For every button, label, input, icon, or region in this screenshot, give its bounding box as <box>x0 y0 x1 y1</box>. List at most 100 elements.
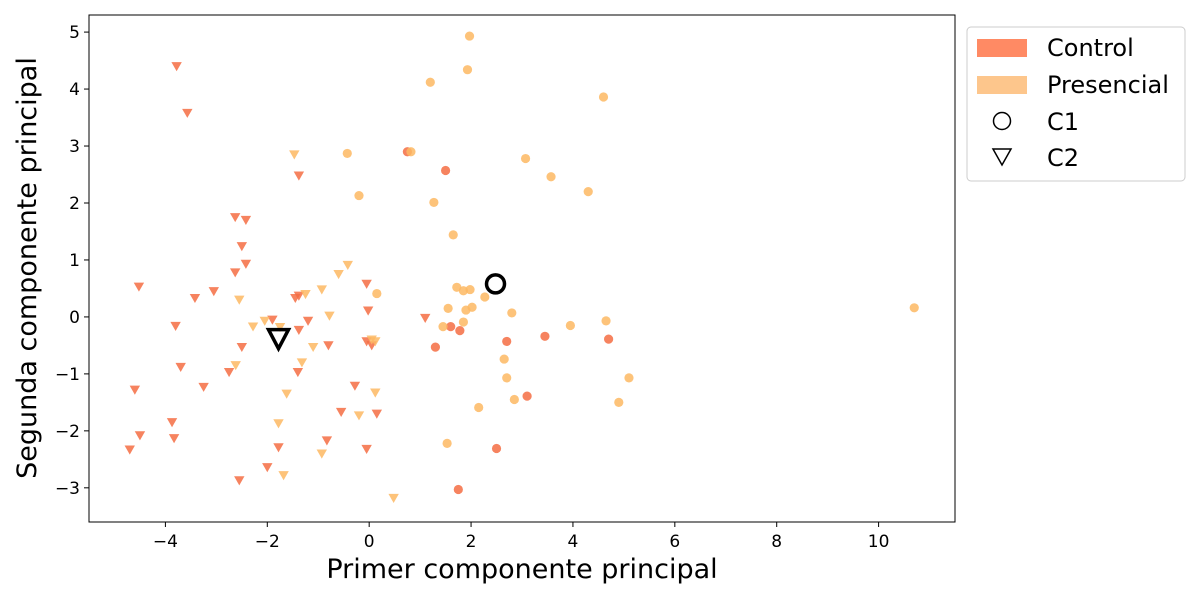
data-point-control-c2-6 <box>240 259 252 269</box>
y-axis-ticks: −3 −2 −1 0 1 2 3 4 5 <box>55 23 89 499</box>
x-tick-label: 2 <box>466 532 477 552</box>
data-point-presencial-c1-0 <box>464 31 475 41</box>
data-point-control-c2-13 <box>170 321 181 331</box>
x-tick-label: 6 <box>669 532 680 552</box>
data-point-control-c2-28 <box>129 385 141 395</box>
data-point-presencial-c2-7 <box>247 322 259 332</box>
data-point-control-c2-30 <box>335 407 347 417</box>
data-point-presencial-c1-2 <box>425 77 435 87</box>
data-point-presencial-c2-6 <box>324 311 335 321</box>
data-point-presencial-c1-10 <box>429 197 439 208</box>
data-point-control-c2-23 <box>236 342 248 353</box>
data-point-presencial-c1-30 <box>474 402 484 413</box>
legend-marker-c1 <box>992 111 1012 131</box>
data-point-control-c2-22 <box>323 341 334 351</box>
data-point-presencial-c1-22 <box>565 320 575 331</box>
data-point-control-c1-2 <box>446 322 456 332</box>
data-point-control-c2-36 <box>321 436 333 446</box>
data-point-control-c2-2 <box>293 171 305 181</box>
data-point-control-c2-14 <box>293 325 305 335</box>
data-point-presencial-c1-4 <box>406 147 416 157</box>
data-point-control-c2-39 <box>262 463 273 473</box>
data-point-control-c1-1 <box>440 165 451 176</box>
data-point-presencial-c1-21 <box>438 322 448 332</box>
data-point-control-c2-38 <box>124 445 135 455</box>
data-point-presencial-c1-15 <box>480 292 490 302</box>
data-point-control-c2-9 <box>208 287 220 297</box>
data-point-presencial-c1-9 <box>354 190 364 201</box>
data-point-presencial-c1-24 <box>372 288 382 299</box>
y-tick-label: 2 <box>69 194 80 214</box>
y-tick-label: 5 <box>69 23 80 43</box>
y-tick-label: −1 <box>55 365 80 385</box>
data-point-control-c2-7 <box>230 268 241 278</box>
y-tick-label: −3 <box>55 479 80 499</box>
y-tick-label: 0 <box>69 308 80 328</box>
data-point-control-c1-10 <box>453 484 463 495</box>
data-point-control-c1-7 <box>604 334 614 344</box>
data-point-presencial-c1-31 <box>442 438 452 448</box>
data-point-presencial-c2-21 <box>388 493 399 504</box>
data-point-presencial-c2-9 <box>274 323 286 333</box>
data-point-control-c2-24 <box>175 362 186 372</box>
data-point-control-c2-27 <box>198 382 209 392</box>
data-point-presencial-c1-29 <box>614 397 624 407</box>
legend-swatch-control <box>977 39 1027 57</box>
y-tick-label: 1 <box>69 251 80 271</box>
data-point-control-c2-17 <box>361 279 372 289</box>
data-point-presencial-c1-25 <box>499 354 509 364</box>
legend-swatch-presencial <box>977 76 1027 94</box>
data-point-presencial-c2-14 <box>296 358 308 368</box>
data-point-control-c2-32 <box>166 418 178 428</box>
plot-frame <box>88 14 956 523</box>
data-point-presencial-c2-15 <box>281 389 292 399</box>
x-axis-ticks: −4 −2 0 2 4 6 8 10 <box>153 522 889 552</box>
y-axis-label: Segunda componente principal <box>12 57 43 479</box>
data-point-presencial-c1-32 <box>909 303 919 313</box>
x-tick-label: 4 <box>568 532 579 552</box>
data-point-control-c2-29 <box>349 381 361 391</box>
data-point-control-c1-9 <box>491 443 502 454</box>
legend-label-c2: C2 <box>1047 144 1079 172</box>
centroid-layer <box>265 273 507 353</box>
legend-label-c1: C1 <box>1047 108 1079 136</box>
data-point-presencial-c2-17 <box>353 411 365 421</box>
data-point-presencial-c1-16 <box>443 303 453 313</box>
data-point-control-c2-4 <box>240 215 252 226</box>
data-point-presencial-c1-8 <box>583 186 593 197</box>
x-tick-label: −4 <box>153 532 178 552</box>
data-point-control-c2-16 <box>267 315 278 325</box>
data-point-presencial-c2-20 <box>278 471 289 481</box>
data-point-presencial-c2-19 <box>316 449 328 459</box>
data-point-presencial-c1-23 <box>601 316 611 326</box>
data-point-presencial-c2-12 <box>307 342 319 353</box>
data-point-presencial-c1-1 <box>462 65 473 75</box>
data-point-presencial-c1-28 <box>624 373 634 383</box>
data-point-presencial-c1-26 <box>502 373 512 383</box>
data-point-presencial-c1-18 <box>467 302 477 312</box>
data-point-presencial-c1-7 <box>546 172 556 182</box>
data-point-control-c2-40 <box>234 476 245 486</box>
data-point-control-c2-37 <box>361 444 372 455</box>
data-point-control-c2-12 <box>293 291 305 301</box>
y-tick-label: −2 <box>55 422 80 442</box>
legend: Control Presencial C1 C2 <box>966 26 1186 182</box>
data-point-control-c1-6 <box>540 331 550 341</box>
data-point-presencial-c2-4 <box>300 289 311 300</box>
data-point-control-c1-3 <box>455 325 465 336</box>
data-point-control-c2-26 <box>292 368 304 378</box>
data-point-control-c2-34 <box>168 434 180 444</box>
legend-label-presencial: Presencial <box>1047 71 1169 99</box>
data-point-presencial-c1-5 <box>342 148 352 159</box>
data-point-control-c2-21 <box>420 313 431 324</box>
data-point-control-c2-1 <box>182 108 193 118</box>
data-point-presencial-c2-11 <box>370 337 381 347</box>
data-point-control-c2-35 <box>273 443 284 453</box>
data-point-control-c2-33 <box>134 431 146 441</box>
data-point-presencial-c2-8 <box>259 316 270 326</box>
data-point-control-c2-18 <box>362 306 374 316</box>
data-point-control-c2-10 <box>189 293 201 304</box>
data-point-presencial-c1-11 <box>448 230 458 240</box>
data-point-presencial-c2-16 <box>370 388 381 398</box>
